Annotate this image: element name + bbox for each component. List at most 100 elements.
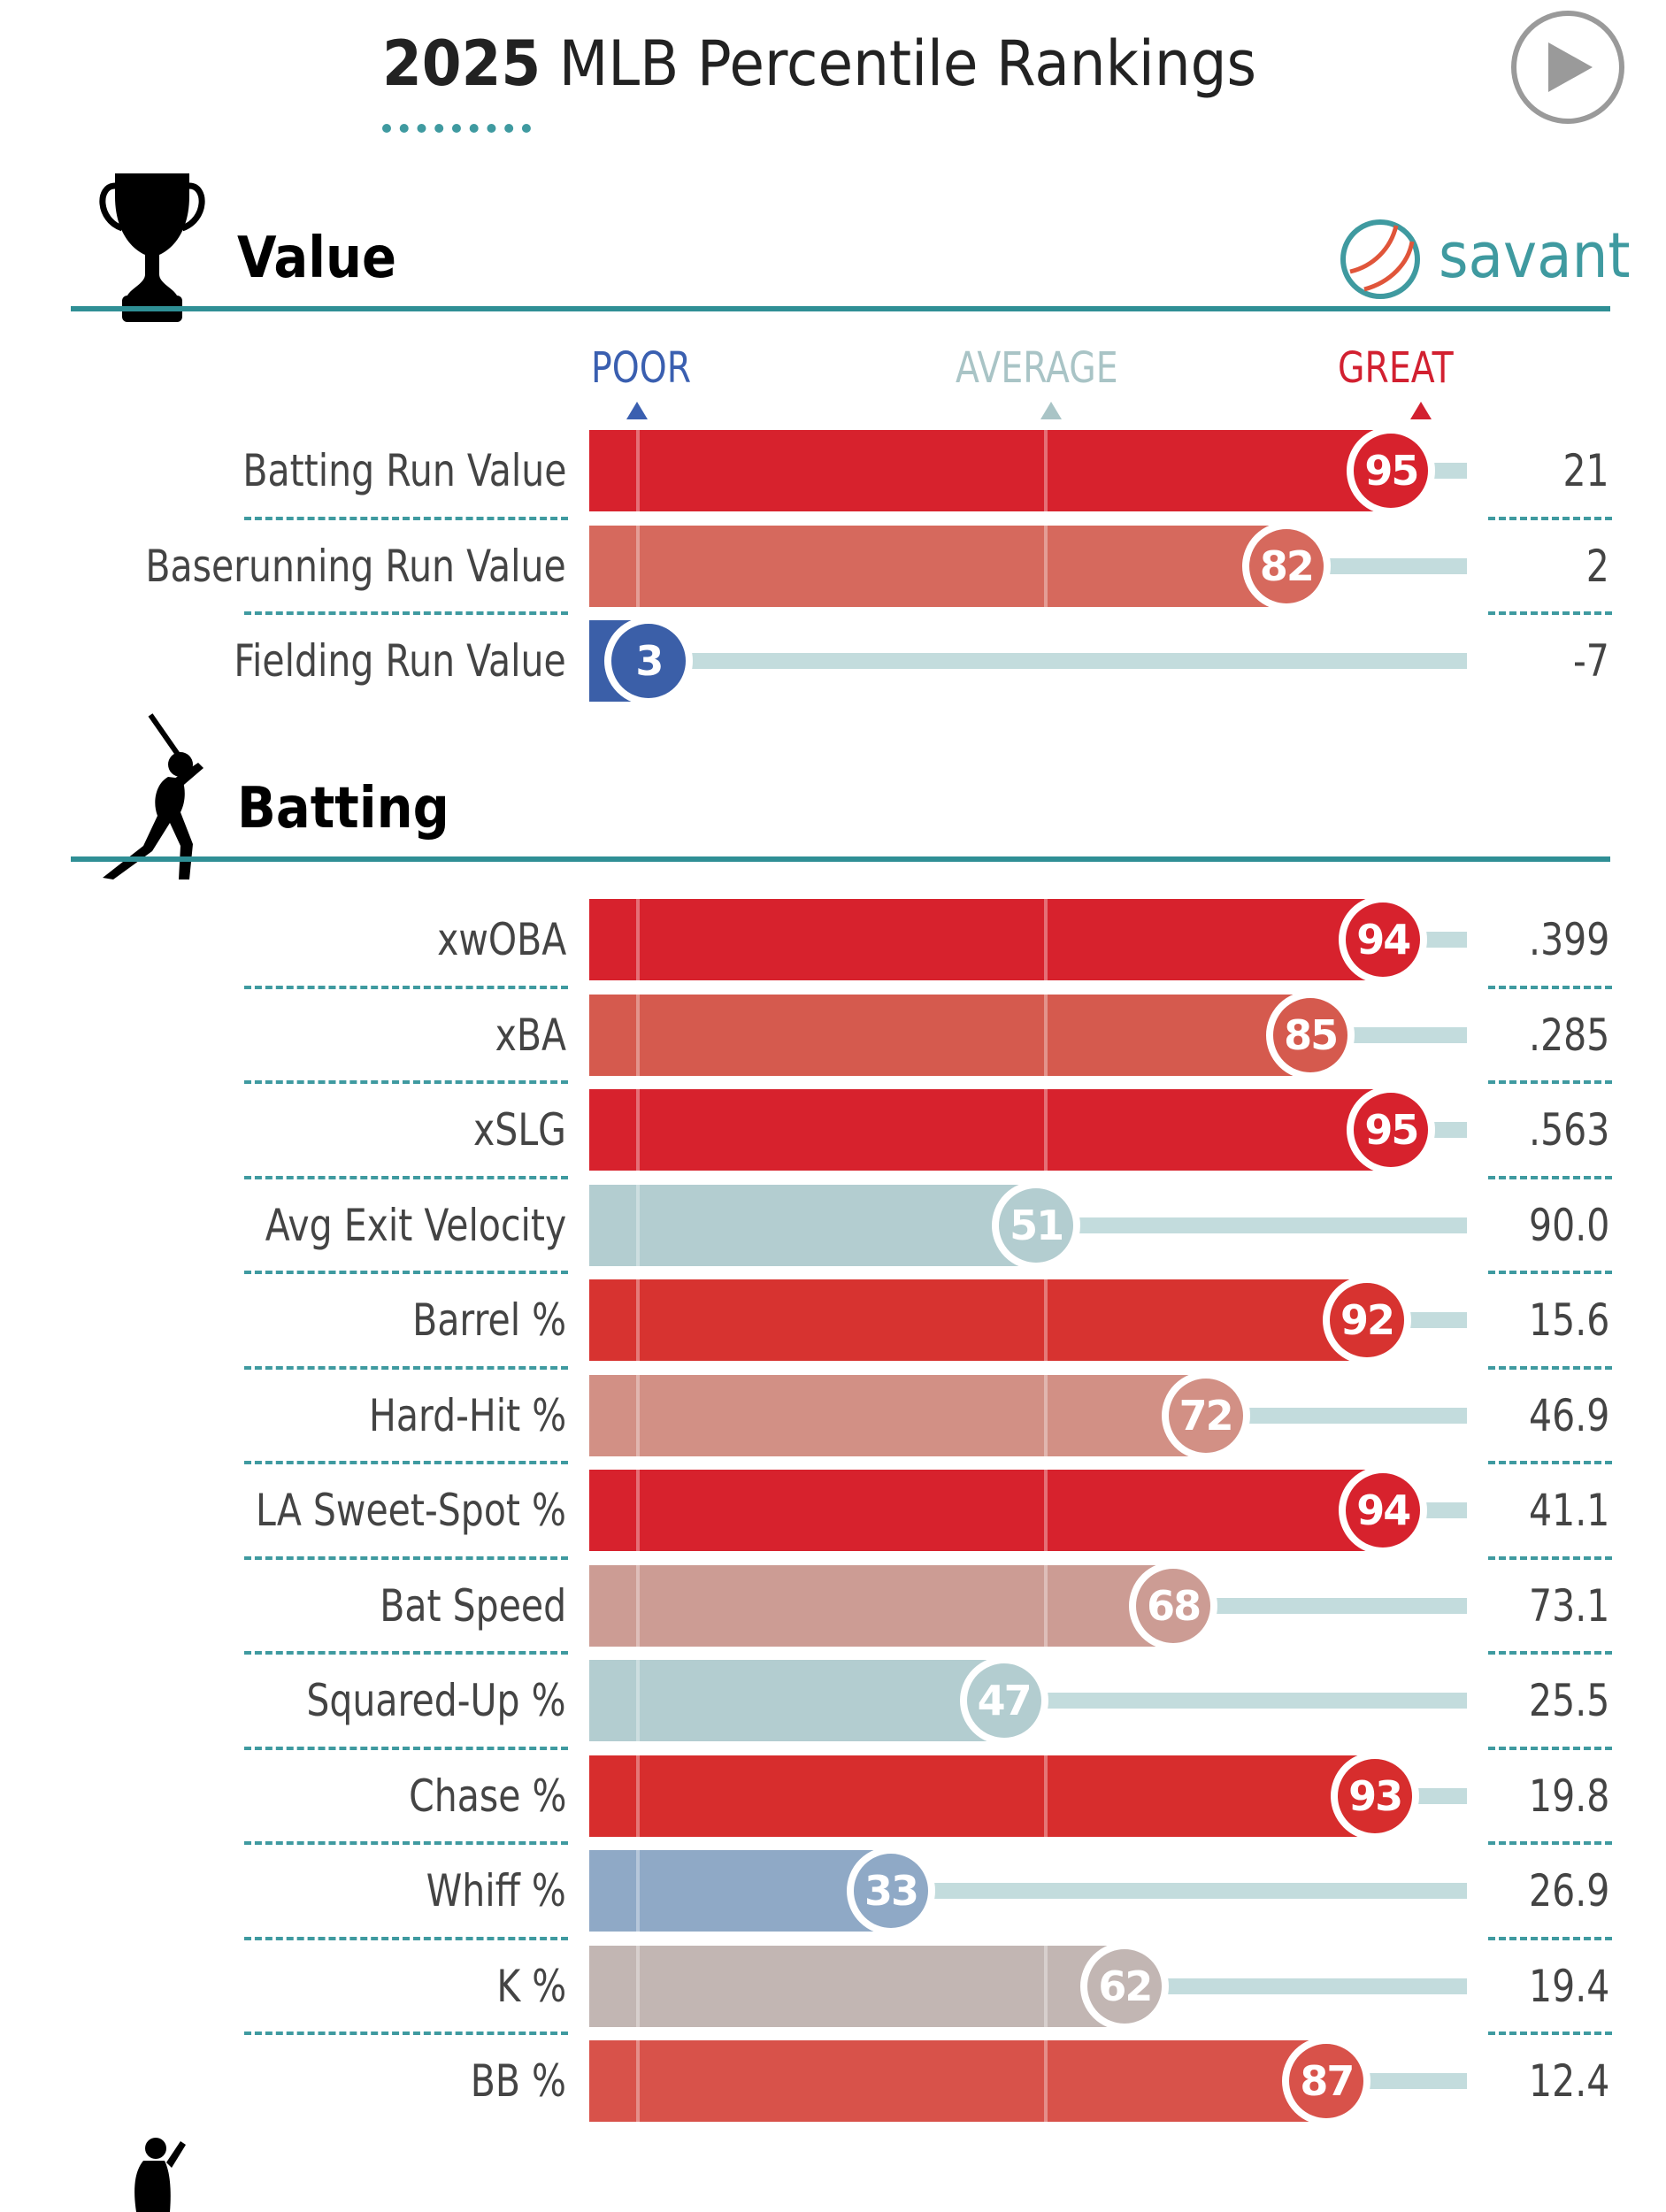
percentile-track <box>1036 1217 1467 1233</box>
row-separator-right <box>1488 1271 1612 1274</box>
bar-gridline <box>1044 899 1048 980</box>
metric-label: Fielding Run Value <box>234 635 566 687</box>
percentile-bubble[interactable]: 3 <box>604 617 694 705</box>
row-separator-left <box>244 1080 568 1084</box>
section-title-batting: Batting <box>237 776 449 841</box>
row-separator-right <box>1488 2032 1612 2035</box>
percentile-bar <box>589 525 1286 607</box>
bar-gridline <box>1044 1755 1048 1837</box>
percentile-bubble[interactable]: 62 <box>1080 1941 1170 2031</box>
row-separator-left <box>244 516 568 520</box>
metric-label: Avg Exit Velocity <box>265 1199 566 1251</box>
percentile-bubble[interactable]: 47 <box>959 1656 1048 1745</box>
metric-value: 46.9 <box>1528 1389 1609 1441</box>
metric-label: Bat Speed <box>380 1579 566 1632</box>
metric-label: xwOBA <box>436 914 566 965</box>
bar-gridline <box>636 1945 640 2027</box>
row-separator-right <box>1488 1365 1612 1370</box>
title-text: MLB Percentile Rankings <box>558 27 1257 100</box>
section-title-value: Value <box>237 226 397 291</box>
row-separator-left <box>244 985 568 989</box>
metric-label: K % <box>496 1960 566 2012</box>
scale-marker-average <box>1040 402 1062 419</box>
percentile-bubble[interactable]: 51 <box>992 1180 1081 1270</box>
title-year: 2025 <box>382 27 541 100</box>
percentile-bubble[interactable]: 93 <box>1331 1751 1420 1840</box>
bar-gridline <box>1044 1470 1048 1551</box>
metric-value: 90.0 <box>1528 1199 1609 1251</box>
percentile-bubble[interactable]: 94 <box>1339 895 1428 984</box>
percentile-bar <box>589 1374 1206 1456</box>
row-separator-left <box>244 1461 568 1464</box>
metric-value: 21 <box>1562 445 1609 496</box>
percentile-track <box>1286 557 1467 574</box>
bar-gridline <box>636 1184 640 1266</box>
metric-value: 25.5 <box>1528 1675 1609 1726</box>
row-separator-right <box>1488 1841 1612 1845</box>
metric-value: .563 <box>1528 1104 1609 1156</box>
percentile-bubble[interactable]: 68 <box>1129 1561 1218 1650</box>
row-separator-right <box>1488 611 1612 615</box>
savant-brand-text[interactable]: savant <box>1439 219 1631 292</box>
percentile-bubble[interactable]: 82 <box>1241 521 1331 611</box>
bar-gridline <box>636 1564 640 1647</box>
percentile-track <box>1205 1407 1467 1424</box>
metric-value: 2 <box>1585 540 1609 592</box>
percentile-track <box>1173 1597 1467 1614</box>
bar-gridline <box>636 1279 640 1361</box>
percentile-bar <box>589 1564 1174 1647</box>
section-rule-value <box>71 306 1610 311</box>
percentile-bubble[interactable]: 72 <box>1161 1371 1250 1460</box>
scale-label-average: AVERAGE <box>956 343 1118 393</box>
bar-gridline <box>1044 525 1048 607</box>
metric-value: 26.9 <box>1528 1865 1609 1916</box>
bar-gridline <box>636 1850 640 1932</box>
batter-icon <box>103 713 203 879</box>
bar-gridline <box>1044 1945 1048 2027</box>
bar-gridline <box>636 1089 640 1171</box>
row-separator-left <box>244 1175 568 1179</box>
percentile-bubble[interactable]: 85 <box>1266 990 1355 1079</box>
metric-value: 12.4 <box>1528 2055 1609 2107</box>
percentile-bar <box>589 994 1311 1076</box>
percentile-bubble[interactable]: 94 <box>1339 1466 1428 1555</box>
row-separator-left <box>244 1271 568 1274</box>
percentile-bubble[interactable]: 87 <box>1282 2037 1371 2125</box>
percentile-bar <box>589 1945 1125 2027</box>
row-separator-right <box>1488 516 1612 520</box>
baseball-icon <box>1340 219 1420 299</box>
bar-gridline <box>1044 1564 1048 1647</box>
row-separator-right <box>1488 1651 1612 1655</box>
row-separator-right <box>1488 1936 1612 1940</box>
bar-gridline <box>636 525 640 607</box>
row-separator-right <box>1488 1080 1612 1084</box>
bar-gridline <box>636 1660 640 1741</box>
percentile-bubble[interactable]: 95 <box>1347 426 1436 515</box>
percentile-bar <box>589 2040 1327 2122</box>
bar-gridline <box>636 1374 640 1456</box>
percentile-bubble[interactable]: 95 <box>1347 1086 1436 1174</box>
page-title: 2025 MLB Percentile Rankings <box>382 19 1256 108</box>
bar-gridline <box>1044 2040 1048 2122</box>
bar-gridline <box>636 1755 640 1837</box>
play-button[interactable] <box>1511 11 1624 124</box>
metric-label: Chase % <box>408 1770 566 1822</box>
bar-gridline <box>636 994 640 1076</box>
percentile-bar <box>589 1089 1392 1171</box>
bar-gridline <box>636 899 640 980</box>
row-separator-left <box>244 1651 568 1655</box>
metric-label: BB % <box>470 2055 566 2107</box>
percentile-bar <box>589 899 1384 980</box>
play-icon <box>1548 42 1593 92</box>
percentile-bar <box>589 1279 1368 1361</box>
metric-value: .285 <box>1528 1009 1609 1061</box>
trophy-icon <box>99 173 205 322</box>
row-separator-left <box>244 611 568 615</box>
metric-value: .399 <box>1528 914 1609 965</box>
metric-label: xSLG <box>473 1104 566 1156</box>
scale-marker-poor <box>626 402 648 419</box>
percentile-bar <box>589 430 1392 511</box>
percentile-bubble[interactable]: 92 <box>1323 1276 1412 1364</box>
metric-value: 15.6 <box>1528 1294 1609 1346</box>
percentile-bubble[interactable]: 33 <box>846 1847 935 1935</box>
